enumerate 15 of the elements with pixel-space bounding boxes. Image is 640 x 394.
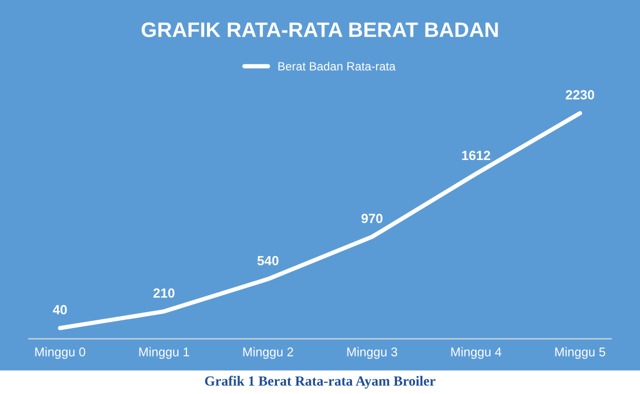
chart-title: GRAFIK RATA-RATA BERAT BADAN <box>142 22 498 38</box>
data-label: 210 <box>153 288 174 298</box>
x-tick-label: Minggu 3 <box>347 347 398 359</box>
x-tick-label: Minggu 1 <box>139 347 190 359</box>
data-label: 970 <box>361 214 382 224</box>
data-label: 540 <box>257 256 278 266</box>
x-tick-label: Minggu 4 <box>451 347 502 359</box>
legend-label: Berat Badan Rata-rata <box>278 62 396 71</box>
x-tick-label: Minggu 2 <box>243 347 294 359</box>
data-label: 40 <box>52 305 67 314</box>
data-label: 1612 <box>462 150 490 160</box>
x-tick-label: Minggu 0 <box>35 347 86 359</box>
text: Grafik 1 Berat Rata-rata Ayam Broiler <box>205 376 436 389</box>
x-tick-label: Minggu 5 <box>555 347 606 359</box>
data-label: 2230 <box>566 90 594 100</box>
